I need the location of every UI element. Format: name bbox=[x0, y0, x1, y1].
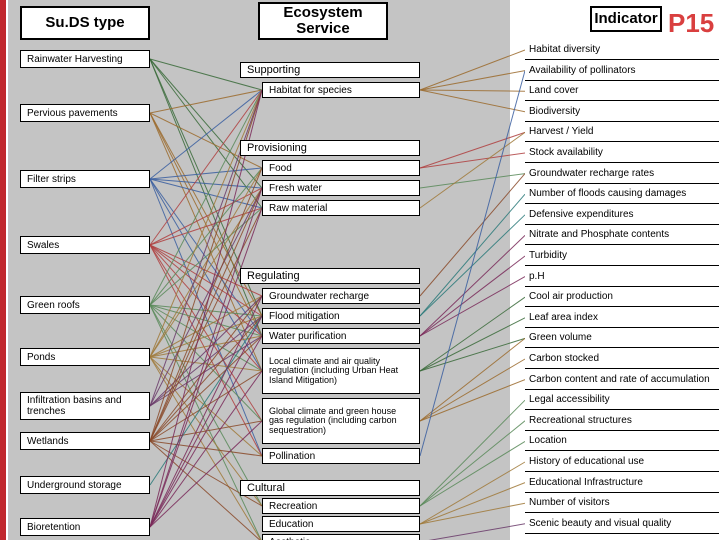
indicator-item: Educational Infrastructure bbox=[525, 473, 719, 493]
service-item: Aesthetic bbox=[262, 534, 420, 540]
ecosys-header: Ecosystem Service bbox=[258, 2, 388, 40]
indicator-item: Number of floods causing damages bbox=[525, 184, 719, 204]
service-item: Fresh water bbox=[262, 180, 420, 196]
indicator-item: Legal accessibility bbox=[525, 390, 719, 410]
indicator-item: Turbidity bbox=[525, 246, 719, 266]
service-item: Habitat for species bbox=[262, 82, 420, 98]
service-category: Cultural bbox=[240, 480, 420, 496]
indicator-item: Nitrate and Phosphate contents bbox=[525, 225, 719, 245]
service-category: Provisioning bbox=[240, 140, 420, 156]
indicator-item: Leaf area index bbox=[525, 308, 719, 328]
suds-item: Underground storage bbox=[20, 476, 150, 494]
indicator-item: Scenic beauty and visual quality bbox=[525, 514, 719, 534]
p15-label: P15 bbox=[668, 8, 714, 39]
suds-item: Infiltration basins and trenches bbox=[20, 392, 150, 420]
indicator-item: Stock availability bbox=[525, 143, 719, 163]
indicator-item: Location bbox=[525, 431, 719, 451]
service-category: Regulating bbox=[240, 268, 420, 284]
indicator-item: Cool air production bbox=[525, 287, 719, 307]
indicator-item: Habitat diversity bbox=[525, 40, 719, 60]
service-item: Local climate and air quality regulation… bbox=[262, 348, 420, 394]
indicator-item: p.H bbox=[525, 267, 719, 287]
indicator-item: Carbon content and rate of accumulation bbox=[525, 370, 719, 390]
service-item: Water purification bbox=[262, 328, 420, 344]
service-item: Raw material bbox=[262, 200, 420, 216]
indicator-item: Availability of pollinators bbox=[525, 61, 719, 81]
service-item: Pollination bbox=[262, 448, 420, 464]
indicator-item: Carbon stocked bbox=[525, 349, 719, 369]
service-item: Food bbox=[262, 160, 420, 176]
indicator-item: Harvest / Yield bbox=[525, 122, 719, 142]
suds-item: Ponds bbox=[20, 348, 150, 366]
indicator-item: Groundwater recharge rates bbox=[525, 164, 719, 184]
indicator-item: Recreational structures bbox=[525, 411, 719, 431]
suds-item: Pervious pavements bbox=[20, 104, 150, 122]
suds-item: Wetlands bbox=[20, 432, 150, 450]
service-item: Groundwater recharge bbox=[262, 288, 420, 304]
service-item: Education bbox=[262, 516, 420, 532]
indicator-item: History of educational use bbox=[525, 452, 719, 472]
indicator-item: Number of visitors bbox=[525, 493, 719, 513]
service-item: Flood mitigation bbox=[262, 308, 420, 324]
indicator-header: Indicator bbox=[590, 6, 662, 32]
suds-item: Filter strips bbox=[20, 170, 150, 188]
suds-item: Swales bbox=[20, 236, 150, 254]
indicator-item: Defensive expenditures bbox=[525, 205, 719, 225]
service-item: Recreation bbox=[262, 498, 420, 514]
indicator-item: Biodiversity bbox=[525, 102, 719, 122]
suds-header: Su.DS type bbox=[20, 6, 150, 40]
service-category: Supporting bbox=[240, 62, 420, 78]
suds-item: Green roofs bbox=[20, 296, 150, 314]
indicator-item: Green volume bbox=[525, 328, 719, 348]
suds-item: Bioretention bbox=[20, 518, 150, 536]
suds-item: Rainwater Harvesting bbox=[20, 50, 150, 68]
red-sidebar bbox=[0, 0, 6, 540]
indicator-item: Land cover bbox=[525, 81, 719, 101]
service-item: Global climate and green house gas regul… bbox=[262, 398, 420, 444]
